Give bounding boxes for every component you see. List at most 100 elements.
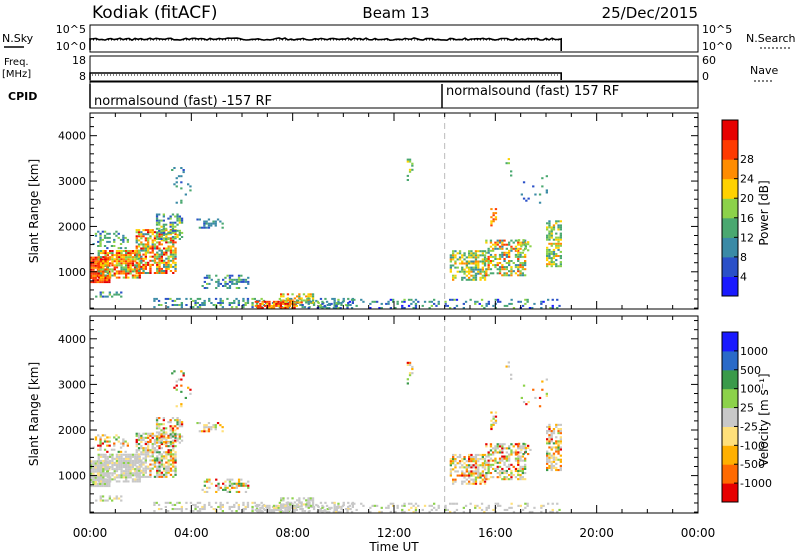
heatmap-cell	[244, 482, 248, 485]
heatmap-cell	[449, 264, 452, 267]
heatmap-cell	[472, 274, 475, 277]
heatmap-cell	[299, 304, 302, 306]
heatmap-cell	[408, 170, 412, 173]
heatmap-cell	[158, 223, 161, 226]
heatmap-cell	[90, 466, 93, 469]
heatmap-cell	[217, 302, 220, 304]
heatmap-cell	[144, 453, 147, 456]
heatmap-cell	[477, 476, 480, 479]
heatmap-cell	[481, 252, 484, 255]
heatmap-cell	[458, 270, 462, 273]
heatmap-cell	[547, 502, 550, 505]
heatmap-cell	[142, 463, 145, 466]
heatmap-cell	[90, 264, 93, 267]
heatmap-cell	[189, 297, 193, 300]
heatmap-cell	[546, 246, 549, 249]
heatmap-cell	[203, 287, 206, 289]
heatmap-cell	[99, 453, 103, 456]
heatmap-cell	[458, 250, 462, 253]
heatmap-cell	[559, 436, 562, 439]
heatmap-cell	[165, 238, 168, 240]
heatmap-cell	[492, 508, 495, 511]
heatmap-cell	[115, 480, 119, 483]
heatmap-cell	[552, 452, 556, 455]
heatmap-cell	[556, 298, 559, 301]
heatmap-cell	[333, 505, 336, 508]
heatmap-cell	[180, 219, 184, 222]
heatmap-cell	[557, 428, 560, 431]
heatmap-cell	[230, 510, 234, 513]
heatmap-cell	[169, 449, 173, 452]
heatmap-cell	[153, 245, 157, 248]
heatmap-cell	[120, 468, 123, 471]
heatmap-cell	[555, 442, 558, 445]
heatmap-cell	[216, 218, 220, 221]
heatmap-cell	[456, 270, 459, 273]
heatmap-cell	[479, 276, 482, 279]
heatmap-cell	[305, 505, 308, 508]
heatmap-cell	[508, 474, 511, 477]
heatmap-cell	[517, 241, 520, 244]
heatmap-cell	[92, 260, 95, 263]
heatmap-cell	[235, 510, 238, 513]
heatmap-cell	[465, 260, 468, 263]
heatmap-cell	[347, 302, 350, 304]
heatmap-cell	[169, 245, 173, 248]
heatmap-cell	[414, 502, 418, 505]
time-tick-label: 12:00	[377, 526, 412, 540]
heatmap-cell	[151, 447, 154, 450]
heatmap-cell	[286, 299, 290, 302]
heatmap-cell	[474, 453, 478, 456]
heatmap-cell	[559, 448, 562, 451]
heatmap-cell	[173, 503, 177, 506]
heatmap-cell	[160, 239, 163, 242]
heatmap-cell	[101, 238, 104, 241]
heatmap-cell	[337, 506, 340, 509]
heatmap-cell	[277, 300, 280, 303]
heatmap-cell	[455, 298, 459, 301]
heatmap-cell	[109, 252, 112, 255]
heatmap-cell	[169, 455, 173, 458]
heatmap-cell	[470, 260, 473, 263]
heatmap-cell	[309, 499, 312, 502]
heatmap-cell	[122, 258, 125, 261]
heatmap-cell	[552, 432, 556, 435]
heatmap-cell	[470, 278, 473, 281]
heatmap-cell	[104, 466, 107, 469]
heatmap-cell	[127, 459, 130, 462]
heatmap-cell	[514, 451, 518, 454]
heatmap-cell	[131, 252, 135, 255]
heatmap-cell	[165, 247, 168, 250]
heatmap-cell	[401, 304, 404, 307]
heatmap-cell	[514, 457, 518, 460]
heatmap-cell	[522, 249, 525, 252]
heatmap-cell	[548, 248, 551, 251]
heatmap-cell	[240, 274, 243, 277]
heatmap-cell	[307, 297, 310, 300]
heatmap-cell	[555, 238, 558, 241]
heatmap-cell	[479, 482, 482, 485]
heatmap-cell	[449, 502, 452, 505]
heatmap-cell	[127, 260, 130, 263]
heatmap-cell	[407, 508, 411, 511]
heatmap-cell	[167, 255, 170, 258]
heatmap-cell	[122, 472, 125, 475]
heatmap-cell	[505, 469, 508, 472]
heatmap-cell	[165, 263, 168, 266]
heatmap-cell	[242, 297, 245, 300]
heatmap-cell	[137, 461, 141, 464]
heatmap-cell	[251, 297, 254, 300]
heatmap-cell	[162, 215, 165, 218]
heatmap-cell	[151, 432, 154, 435]
time-tick-label: 16:00	[478, 526, 513, 540]
heatmap-cell	[311, 499, 315, 502]
heatmap-cell	[165, 453, 168, 456]
heatmap-cell	[127, 266, 130, 269]
heatmap-cell	[369, 307, 372, 309]
heatmap-cell	[125, 262, 128, 265]
heatmap-cell	[454, 460, 457, 463]
colorbar-swatch	[722, 407, 738, 427]
heatmap-cell	[481, 266, 484, 269]
heatmap-cell	[106, 474, 109, 477]
